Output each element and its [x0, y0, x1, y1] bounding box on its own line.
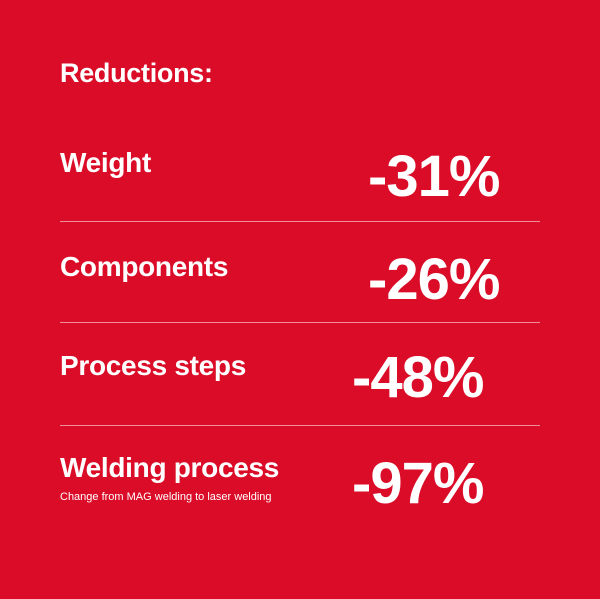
divider [60, 322, 540, 323]
divider [60, 425, 540, 426]
row-label: Welding process [60, 452, 280, 483]
title: Reductions: [60, 58, 213, 88]
row-value: -26% [368, 247, 500, 312]
row-value: -97% [352, 451, 484, 516]
row-label: Process steps [60, 350, 246, 381]
divider [60, 221, 540, 222]
row-label: Weight [60, 147, 152, 178]
row-note: Change from MAG welding to laser welding [60, 491, 272, 503]
row-label: Components [60, 251, 229, 282]
row-value: -48% [352, 345, 484, 410]
row-value: -31% [368, 144, 500, 209]
